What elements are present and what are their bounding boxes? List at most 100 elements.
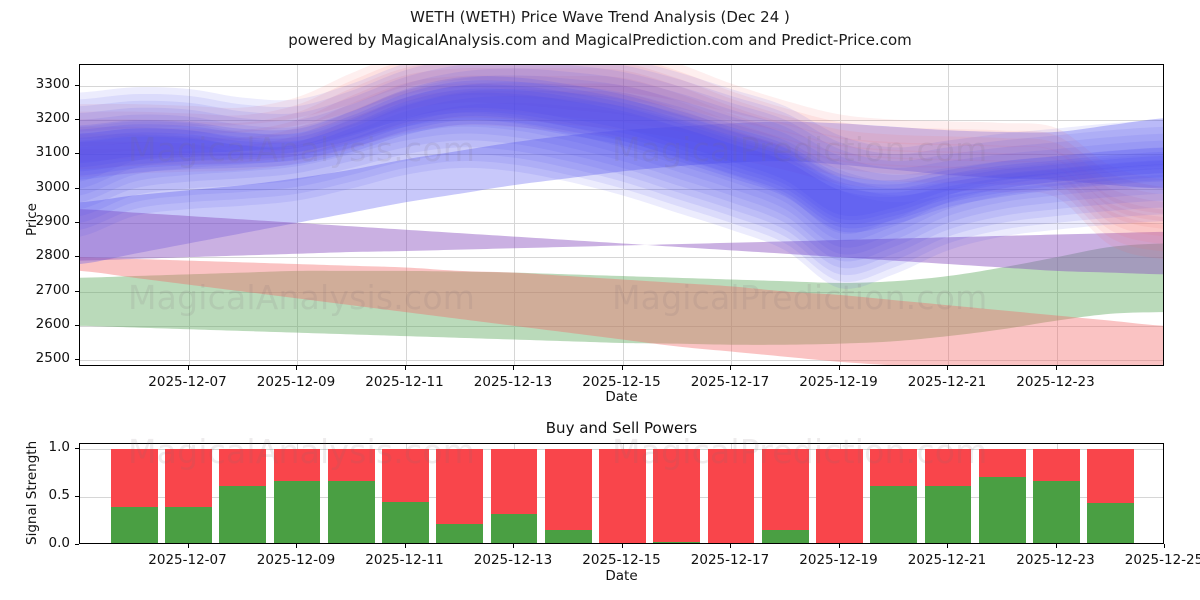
sell-power-segment <box>110 448 158 508</box>
power-bar <box>653 448 701 543</box>
price-x-tickmark <box>296 366 297 370</box>
price-x-tickmark <box>1055 366 1057 370</box>
gridline-vertical <box>188 65 190 365</box>
power-x-tickmark <box>513 544 514 548</box>
power-y-tickmark <box>75 447 79 449</box>
power-bar <box>436 448 484 543</box>
power-bar <box>761 448 809 543</box>
price-x-tick-label: 2025-12-07 <box>148 374 227 390</box>
power-bar <box>816 448 863 543</box>
price-y-tick-label: 2700 <box>35 281 70 298</box>
gridline-vertical <box>297 65 298 365</box>
power-y-tick-label: 0.5 <box>48 486 70 503</box>
power-bar <box>327 448 375 543</box>
sell-power-segment <box>382 448 429 502</box>
power-x-tickmark <box>947 544 948 548</box>
price-y-tickmark <box>75 118 79 120</box>
price-x-tick-label: 2025-12-13 <box>473 374 553 390</box>
price-y-tick-label: 3000 <box>35 178 70 195</box>
buy-power-segment <box>761 529 809 543</box>
price-y-tick-label: 3300 <box>35 75 70 92</box>
price-y-tickmark <box>75 290 79 292</box>
power-x-tickmark <box>296 544 297 548</box>
buysell-title: Buy and Sell Powers <box>545 419 698 437</box>
watermark-text: MagicalAnalysis.com <box>128 278 476 317</box>
gridline-vertical <box>405 65 407 365</box>
price-y-tickmark <box>75 359 79 361</box>
power-y-tick-label: 1.0 <box>48 438 70 455</box>
power-x-tickmark <box>187 544 189 548</box>
power-x-tick-label: 2025-12-13 <box>473 552 553 568</box>
power-bar <box>707 448 755 543</box>
sell-power-segment <box>816 448 863 543</box>
power-y-tickmark <box>75 495 79 497</box>
gridline-vertical <box>948 65 949 365</box>
sell-power-segment <box>490 448 538 515</box>
power-bar <box>870 448 918 543</box>
watermark-text: MagicalAnalysis.com <box>128 432 476 471</box>
gridline-vertical <box>622 65 624 365</box>
buy-power-segment <box>653 542 701 543</box>
price-x-tickmark <box>947 366 948 370</box>
price-x-tick-label: 2025-12-11 <box>365 374 444 390</box>
power-x-tick-label: 2025-12-11 <box>365 552 444 568</box>
power-x-tick-label: 2025-12-07 <box>148 552 227 568</box>
power-bar <box>382 448 429 543</box>
buy-power-segment <box>978 476 1026 543</box>
gridline-vertical <box>731 65 732 365</box>
power-bar <box>273 448 321 543</box>
price-y-tickmark <box>75 84 79 86</box>
power-bar <box>1087 448 1135 543</box>
sell-power-segment <box>219 448 267 487</box>
gridline-vertical <box>839 65 841 365</box>
power-x-tickmark <box>1164 544 1165 548</box>
power-x-tickmark <box>838 544 840 548</box>
watermark-text: MagicalPrediction.com <box>612 432 988 471</box>
sell-power-segment <box>707 448 755 543</box>
power-x-tick-label: 2025-12-19 <box>799 552 878 568</box>
gridline-horizontal <box>80 188 1163 190</box>
buy-power-segment <box>544 529 592 543</box>
buy-power-segment <box>165 507 212 543</box>
price-x-tickmark <box>730 366 731 370</box>
page-title: WETH (WETH) Price Wave Trend Analysis (D… <box>410 8 790 26</box>
price-y-tick-label: 2500 <box>35 350 70 367</box>
power-x-tickmark <box>1055 544 1057 548</box>
power-x-tickmark <box>730 544 731 548</box>
sell-power-segment <box>327 448 375 481</box>
gridline-horizontal <box>80 291 1163 293</box>
power-bar <box>924 448 972 543</box>
sell-power-segment <box>761 448 809 530</box>
buy-power-segment <box>273 480 321 543</box>
sell-power-segment <box>599 448 646 543</box>
sell-power-segment <box>273 448 321 481</box>
price-y-tick-label: 2800 <box>35 247 70 264</box>
power-x-tickmark <box>404 544 406 548</box>
price-x-tick-label: 2025-12-23 <box>1016 374 1095 390</box>
sell-power-segment <box>1033 448 1080 481</box>
gridline-horizontal <box>80 325 1163 327</box>
sell-power-segment <box>544 448 592 530</box>
price-x-tickmark <box>838 366 840 370</box>
power-bar <box>1033 448 1080 543</box>
price-x-tick-label: 2025-12-21 <box>907 374 987 390</box>
power-x-tick-label: 2025-12-09 <box>256 552 336 568</box>
sell-power-segment <box>924 448 972 487</box>
gridline-horizontal <box>80 85 1163 87</box>
power-bar <box>219 448 267 543</box>
gridline-horizontal <box>80 257 1163 259</box>
power-y-tickmark <box>75 544 79 545</box>
gridline-vertical <box>514 65 515 365</box>
sell-power-segment <box>870 448 918 487</box>
power-bar <box>110 448 158 543</box>
power-bar <box>544 448 592 543</box>
power-x-tick-label: 2025-12-17 <box>690 552 770 568</box>
price-y-tickmark <box>75 187 79 189</box>
power-x-axis-label: Date <box>605 568 638 584</box>
power-x-tick-label: 2025-12-21 <box>907 552 987 568</box>
buy-power-segment <box>110 507 158 543</box>
buy-power-segment <box>382 501 429 543</box>
power-y-axis-label: Signal Strength <box>24 440 40 545</box>
sell-power-segment <box>978 448 1026 477</box>
price-wave-bands <box>80 65 1163 365</box>
